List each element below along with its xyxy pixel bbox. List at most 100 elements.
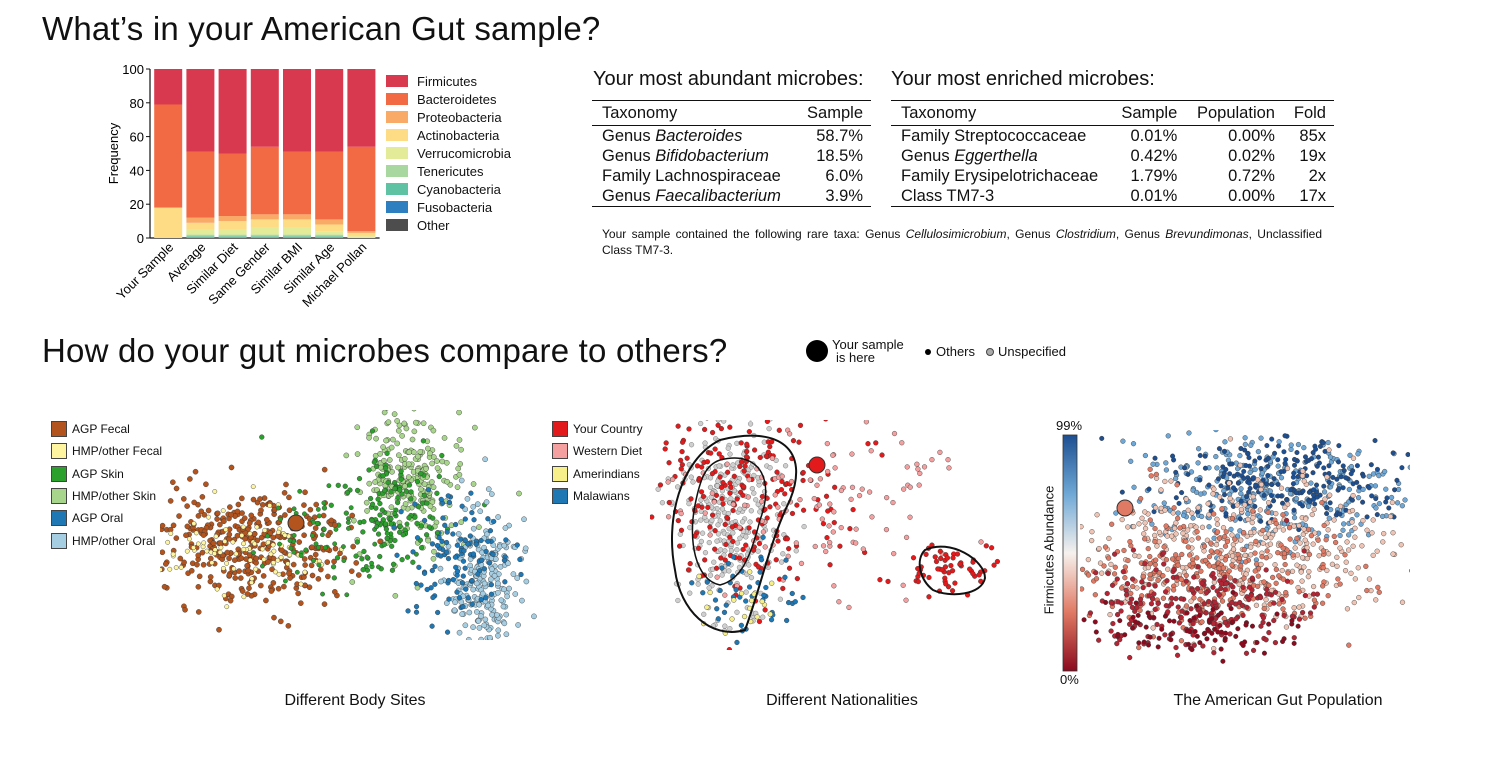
scatter-point — [501, 542, 508, 549]
scatter-point — [473, 541, 479, 547]
scatter-point — [708, 450, 714, 456]
scatter-point — [725, 469, 731, 475]
scatter-point — [434, 530, 440, 536]
scatter-point — [403, 488, 410, 494]
scatter-point — [1206, 524, 1212, 530]
scatter-point — [1252, 458, 1258, 464]
scatter-point — [375, 496, 381, 502]
scatter-point — [759, 493, 765, 500]
scatter-point — [471, 517, 477, 523]
scatter-point — [261, 556, 267, 562]
scatter-point — [1284, 517, 1290, 524]
scatter-point — [1185, 471, 1191, 477]
scatter-point — [366, 467, 372, 473]
scatter-point — [1136, 521, 1142, 527]
scatter-point — [239, 495, 245, 502]
scatter-point — [247, 531, 253, 537]
scatter-point — [481, 580, 488, 587]
scatter-point — [734, 639, 740, 646]
scatter-point — [206, 514, 211, 520]
bar-segment — [283, 227, 311, 235]
scatter-point — [1307, 499, 1313, 505]
scatter-point — [413, 609, 420, 615]
sample-cell: 58.7% — [816, 127, 863, 145]
scatter-point — [429, 479, 435, 485]
scatter-point — [718, 555, 724, 561]
scatter-point — [313, 501, 320, 508]
scatter-point — [1311, 492, 1317, 498]
scatter-point — [1280, 500, 1286, 506]
scatter-point — [395, 494, 401, 501]
scatter-point — [1171, 618, 1177, 624]
colorbar-label: Firmicutes Abundance — [1041, 485, 1057, 615]
scatter-point — [1130, 583, 1136, 590]
scatter-point — [241, 541, 246, 547]
scatter-point — [381, 410, 388, 416]
scatter-point — [396, 422, 403, 429]
scatter-point — [361, 519, 367, 525]
scatter-point — [1308, 480, 1314, 486]
scatter-point — [1194, 529, 1200, 535]
scatter-point — [1230, 619, 1236, 625]
scatter-point — [446, 577, 452, 584]
y-tick-label: 40 — [130, 163, 144, 178]
density-contour — [671, 434, 798, 633]
scatter-point — [418, 545, 425, 551]
scatter-point — [1101, 563, 1107, 569]
sample-cell: 0.42% — [1130, 147, 1178, 165]
scatter-point — [444, 478, 450, 485]
scatter-point — [1380, 539, 1386, 545]
scatter-point — [921, 464, 928, 470]
scatter-point — [1233, 633, 1239, 639]
scatter-point — [849, 484, 856, 490]
scatter-point — [786, 599, 792, 606]
scatter-point — [1326, 479, 1332, 485]
scatter-point — [282, 512, 288, 518]
scatter-point — [1139, 515, 1145, 521]
scatter-point — [1188, 469, 1195, 475]
scatter-point — [744, 441, 750, 447]
scatter-point — [1243, 622, 1249, 628]
scatter-point — [1206, 554, 1213, 560]
scatter-point — [1327, 492, 1333, 498]
bar-segment — [250, 69, 279, 147]
scatter-point — [1249, 519, 1255, 526]
scatter-point — [890, 499, 896, 506]
scatter-point — [427, 503, 434, 510]
scatter-point — [439, 452, 445, 459]
scatter-point — [320, 591, 325, 597]
scatter-point — [1352, 576, 1358, 582]
scatter-point — [1161, 550, 1167, 556]
scatter-point — [1191, 642, 1197, 648]
scatter-point — [1140, 573, 1146, 579]
scatter-point — [1301, 564, 1307, 570]
scatter-point — [1293, 490, 1299, 496]
scatter-point — [1369, 530, 1375, 536]
scatter-point — [1213, 453, 1219, 460]
scatter-point — [1117, 618, 1123, 624]
scatter-point — [1152, 525, 1158, 532]
scatter-point — [373, 463, 380, 470]
scatter-point — [1255, 477, 1261, 483]
scatter-point — [309, 533, 315, 538]
scatter-point — [1173, 596, 1179, 602]
scatter-point — [1264, 548, 1270, 554]
scatter-point — [743, 454, 750, 460]
scatter-point — [1214, 529, 1221, 535]
scatter-point — [359, 556, 365, 562]
scatter-point — [231, 557, 238, 563]
scatter-point — [709, 490, 715, 496]
scatter-point — [165, 539, 171, 545]
scatter-point — [665, 479, 671, 485]
scatter-point — [1284, 497, 1290, 503]
scatter-point — [1260, 615, 1267, 621]
scatter-point — [1271, 476, 1277, 482]
scatter-point — [1237, 516, 1243, 522]
scatter-point — [758, 557, 765, 563]
scatter-point — [271, 548, 277, 554]
scatter-point — [287, 552, 293, 558]
scatter-point — [456, 410, 462, 416]
scatter-point — [1142, 561, 1148, 567]
scatter-point — [1242, 441, 1248, 448]
scatter-point — [1238, 446, 1244, 452]
